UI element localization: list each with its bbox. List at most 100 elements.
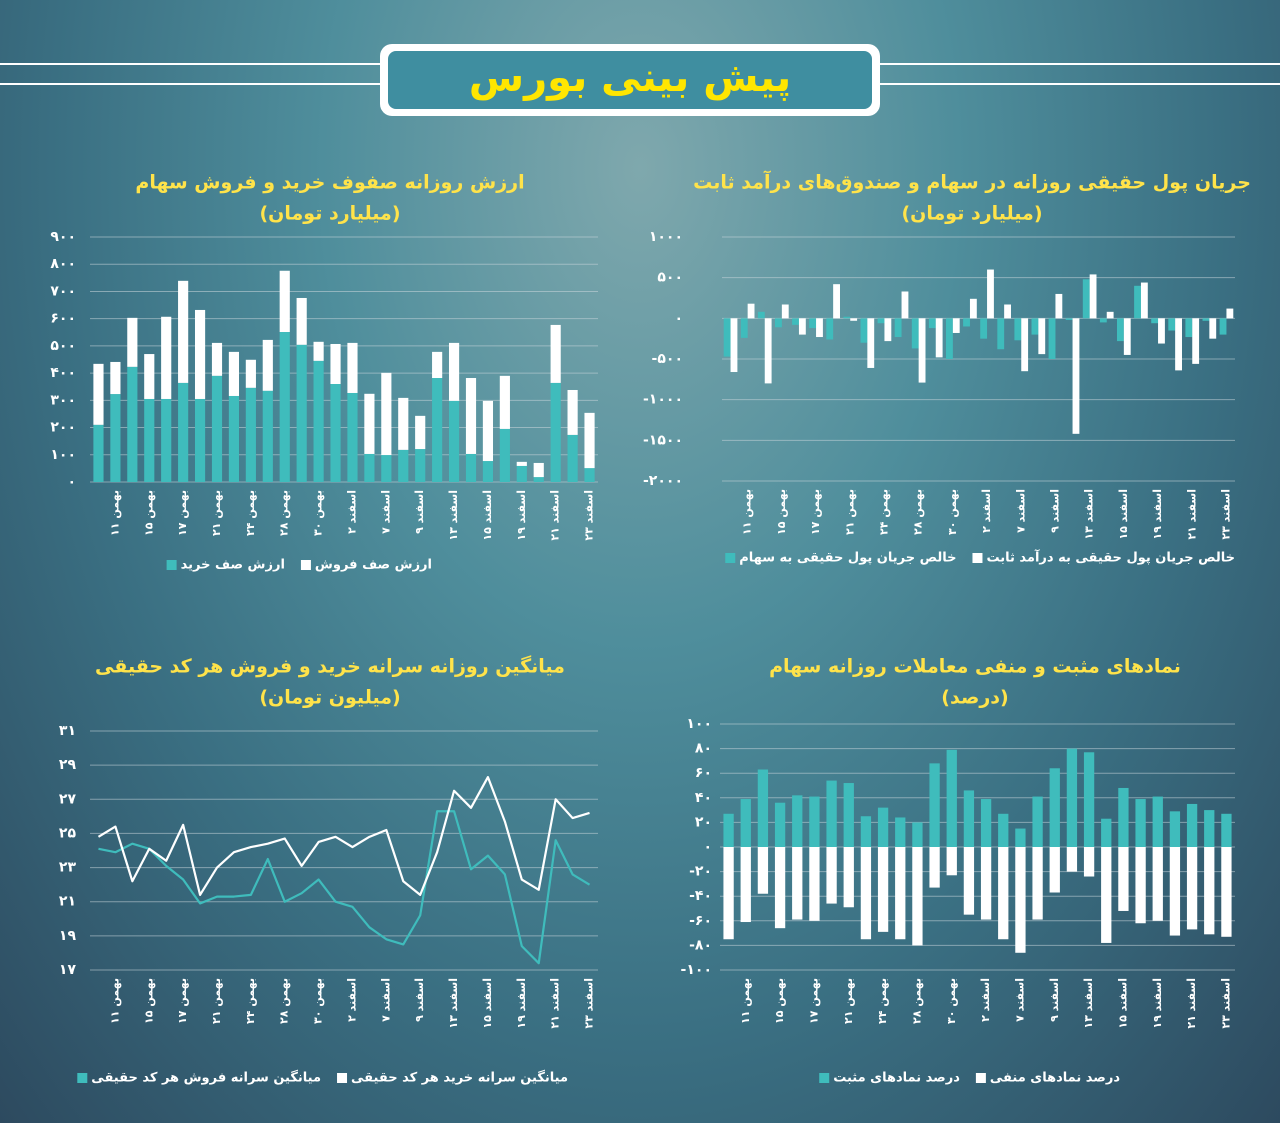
x-tick-label: ۱۵ اسفند [481, 490, 494, 541]
bar [998, 847, 1009, 940]
y-tick-label: ۵۰۰ [657, 270, 683, 286]
chart-title: جریان پول حقیقی روزانه در سهام و صندوق‌ه… [693, 170, 1251, 194]
bar [1152, 796, 1163, 847]
bar [567, 434, 578, 482]
x-tick-label: ۹ اسفند [413, 978, 426, 1022]
bar [567, 389, 578, 435]
bar [918, 318, 926, 383]
chart-subtitle: (میلیون تومان) [259, 687, 400, 709]
x-tick-label: ۱۵ بهمن [142, 978, 155, 1024]
bar [1151, 318, 1159, 324]
x-tick-label: ۷ اسفند [1014, 489, 1027, 533]
bar [1140, 282, 1148, 319]
y-tick-label: ۱۰۰ [50, 447, 76, 463]
x-tick-label: ۱۹ اسفند [515, 490, 528, 541]
bar [93, 424, 104, 482]
bar [816, 318, 823, 338]
x-tick-label: ۱۷ بهمن [807, 978, 820, 1024]
bar [833, 284, 840, 319]
bar [912, 847, 923, 946]
x-tick-label: ۲۱ اسفند [549, 978, 562, 1029]
bar [1185, 318, 1193, 338]
legend-swatch [300, 560, 311, 570]
bar [262, 339, 273, 391]
bar [245, 387, 256, 482]
x-tick-label: ۱۹ اسفند [1151, 978, 1164, 1029]
x-tick-label: ۷ اسفند [379, 490, 392, 534]
y-tick-label: ۰ [674, 310, 683, 326]
bar [330, 384, 341, 482]
x-tick-label: ۲۱ بهمن [843, 489, 856, 535]
bar [929, 847, 940, 888]
bar [499, 375, 510, 429]
y-tick-label: ۶۰ [695, 765, 712, 781]
line-series [98, 810, 591, 965]
bar [1117, 318, 1124, 342]
chart-subtitle: (میلیارد تومان) [259, 203, 400, 225]
x-tick-label: ۲۱ بهمن [842, 978, 855, 1024]
bar [1169, 811, 1181, 847]
bar [764, 318, 772, 384]
y-tick-label: ۲۳ [59, 860, 77, 876]
bar [228, 351, 240, 396]
bar [1031, 318, 1039, 335]
bar [757, 769, 769, 847]
bar [1015, 828, 1026, 847]
bar [1118, 787, 1129, 847]
bar [843, 847, 854, 908]
bar [465, 453, 477, 482]
bar [895, 817, 906, 847]
bar [1202, 318, 1210, 321]
bar [313, 360, 324, 482]
bar [809, 796, 820, 847]
bar [987, 269, 994, 319]
y-tick-label: -۵۰۰ [652, 351, 683, 367]
x-tick-label: ۷ اسفند [1013, 978, 1026, 1022]
y-tick-label: -۴۰ [689, 888, 712, 904]
x-tick-label: ۳۰ بهمن [946, 489, 959, 535]
bar [740, 847, 751, 923]
bar [194, 309, 206, 399]
x-tick-label: ۲۳ اسفند [1219, 489, 1232, 540]
bar [364, 393, 375, 454]
bar [1158, 318, 1165, 344]
y-tick-label: ۸۰۰ [50, 256, 76, 272]
bar [1209, 318, 1217, 339]
x-tick-label: ۱۹ اسفند [515, 978, 528, 1029]
legend-label: درصد نمادهای مثبت [833, 1071, 960, 1086]
bar [901, 291, 909, 319]
y-tick-label: -۶۰ [689, 913, 712, 929]
y-tick-label: -۱۰۰ [681, 962, 712, 978]
bar [1106, 311, 1114, 319]
bar [1032, 796, 1043, 847]
bar [448, 400, 460, 482]
bar [110, 361, 121, 395]
x-tick-label: ۱۵ اسفند [481, 978, 494, 1029]
x-tick-label: ۲ اسفند [979, 978, 992, 1022]
x-tick-label: ۲۱ اسفند [549, 490, 562, 541]
bar [1101, 818, 1112, 847]
bar [127, 366, 138, 482]
bar [584, 468, 595, 482]
y-tick-label: ۱۷ [59, 962, 77, 978]
bar [1221, 847, 1232, 937]
x-tick-label: ۲۳ اسفند [1219, 978, 1232, 1029]
legend-swatch [975, 1073, 986, 1083]
bar [980, 318, 988, 339]
bar [781, 304, 789, 319]
x-tick-label: ۱۳ اسفند [447, 978, 460, 1029]
bar [929, 763, 940, 847]
x-tick-label: ۷ اسفند [379, 978, 392, 1022]
x-tick-label: ۲۱ بهمن [210, 978, 223, 1024]
bar [1226, 308, 1234, 319]
bar [1101, 847, 1112, 943]
bar [1186, 847, 1198, 930]
x-tick-label: ۱۵ بهمن [773, 978, 786, 1024]
bar [144, 354, 155, 399]
y-tick-label: -۱۵۰۰ [643, 432, 683, 448]
bar [482, 461, 494, 482]
bar [1066, 847, 1078, 872]
line-series [97, 775, 590, 896]
title-box [388, 51, 872, 109]
y-tick-label: ۲۰۰ [50, 420, 76, 436]
